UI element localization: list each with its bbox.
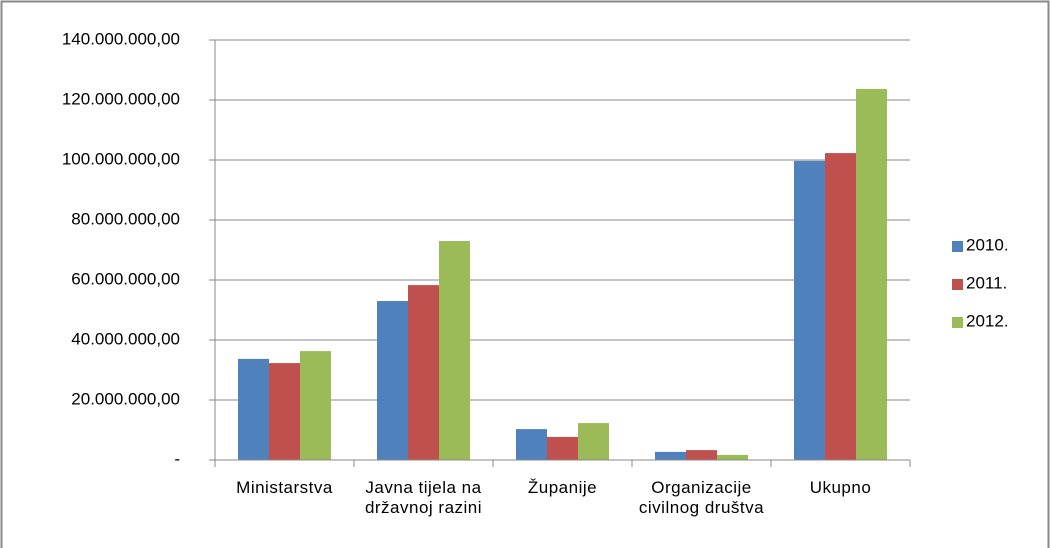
legend-label: 2011.	[966, 273, 1007, 292]
legend-swatch	[952, 241, 963, 252]
bar	[856, 88, 887, 461]
bar	[377, 301, 408, 460]
y-tick-label: 80.000.000,00	[71, 209, 180, 228]
x-tick-label: Organizacije civilnog društva	[638, 478, 765, 517]
y-tick-label: -	[174, 449, 180, 468]
x-tick-label: Županije	[527, 478, 598, 497]
x-tick-label: Ukupno	[809, 478, 872, 497]
bar	[516, 429, 547, 460]
bar	[794, 160, 825, 460]
x-tick-label: Ministarstva	[236, 478, 333, 497]
bar	[655, 451, 686, 460]
bar	[408, 285, 439, 460]
bar	[578, 423, 609, 460]
bar	[300, 351, 331, 460]
legend-label: 2010.	[966, 235, 1009, 254]
bar	[269, 363, 300, 460]
y-tick-label: 60.000.000,00	[71, 269, 180, 288]
y-tick-label: 20.000.000,00	[71, 389, 180, 408]
bar	[825, 153, 856, 460]
bar	[686, 450, 717, 460]
legend-swatch	[952, 317, 963, 328]
y-tick-label: 40.000.000,00	[71, 329, 180, 348]
y-tick-label: 100.000.000,00	[62, 149, 180, 168]
bar	[238, 358, 269, 460]
y-tick-label: 120.000.000,00	[62, 89, 180, 108]
legend-label: 2012.	[966, 311, 1009, 330]
legend-swatch	[952, 279, 963, 290]
x-tick-label: Javna tijela na državnoj razini	[364, 478, 483, 517]
bar	[717, 454, 748, 460]
bar	[439, 241, 470, 460]
y-tick-label: 140.000.000,00	[62, 29, 180, 48]
bar	[547, 436, 578, 460]
